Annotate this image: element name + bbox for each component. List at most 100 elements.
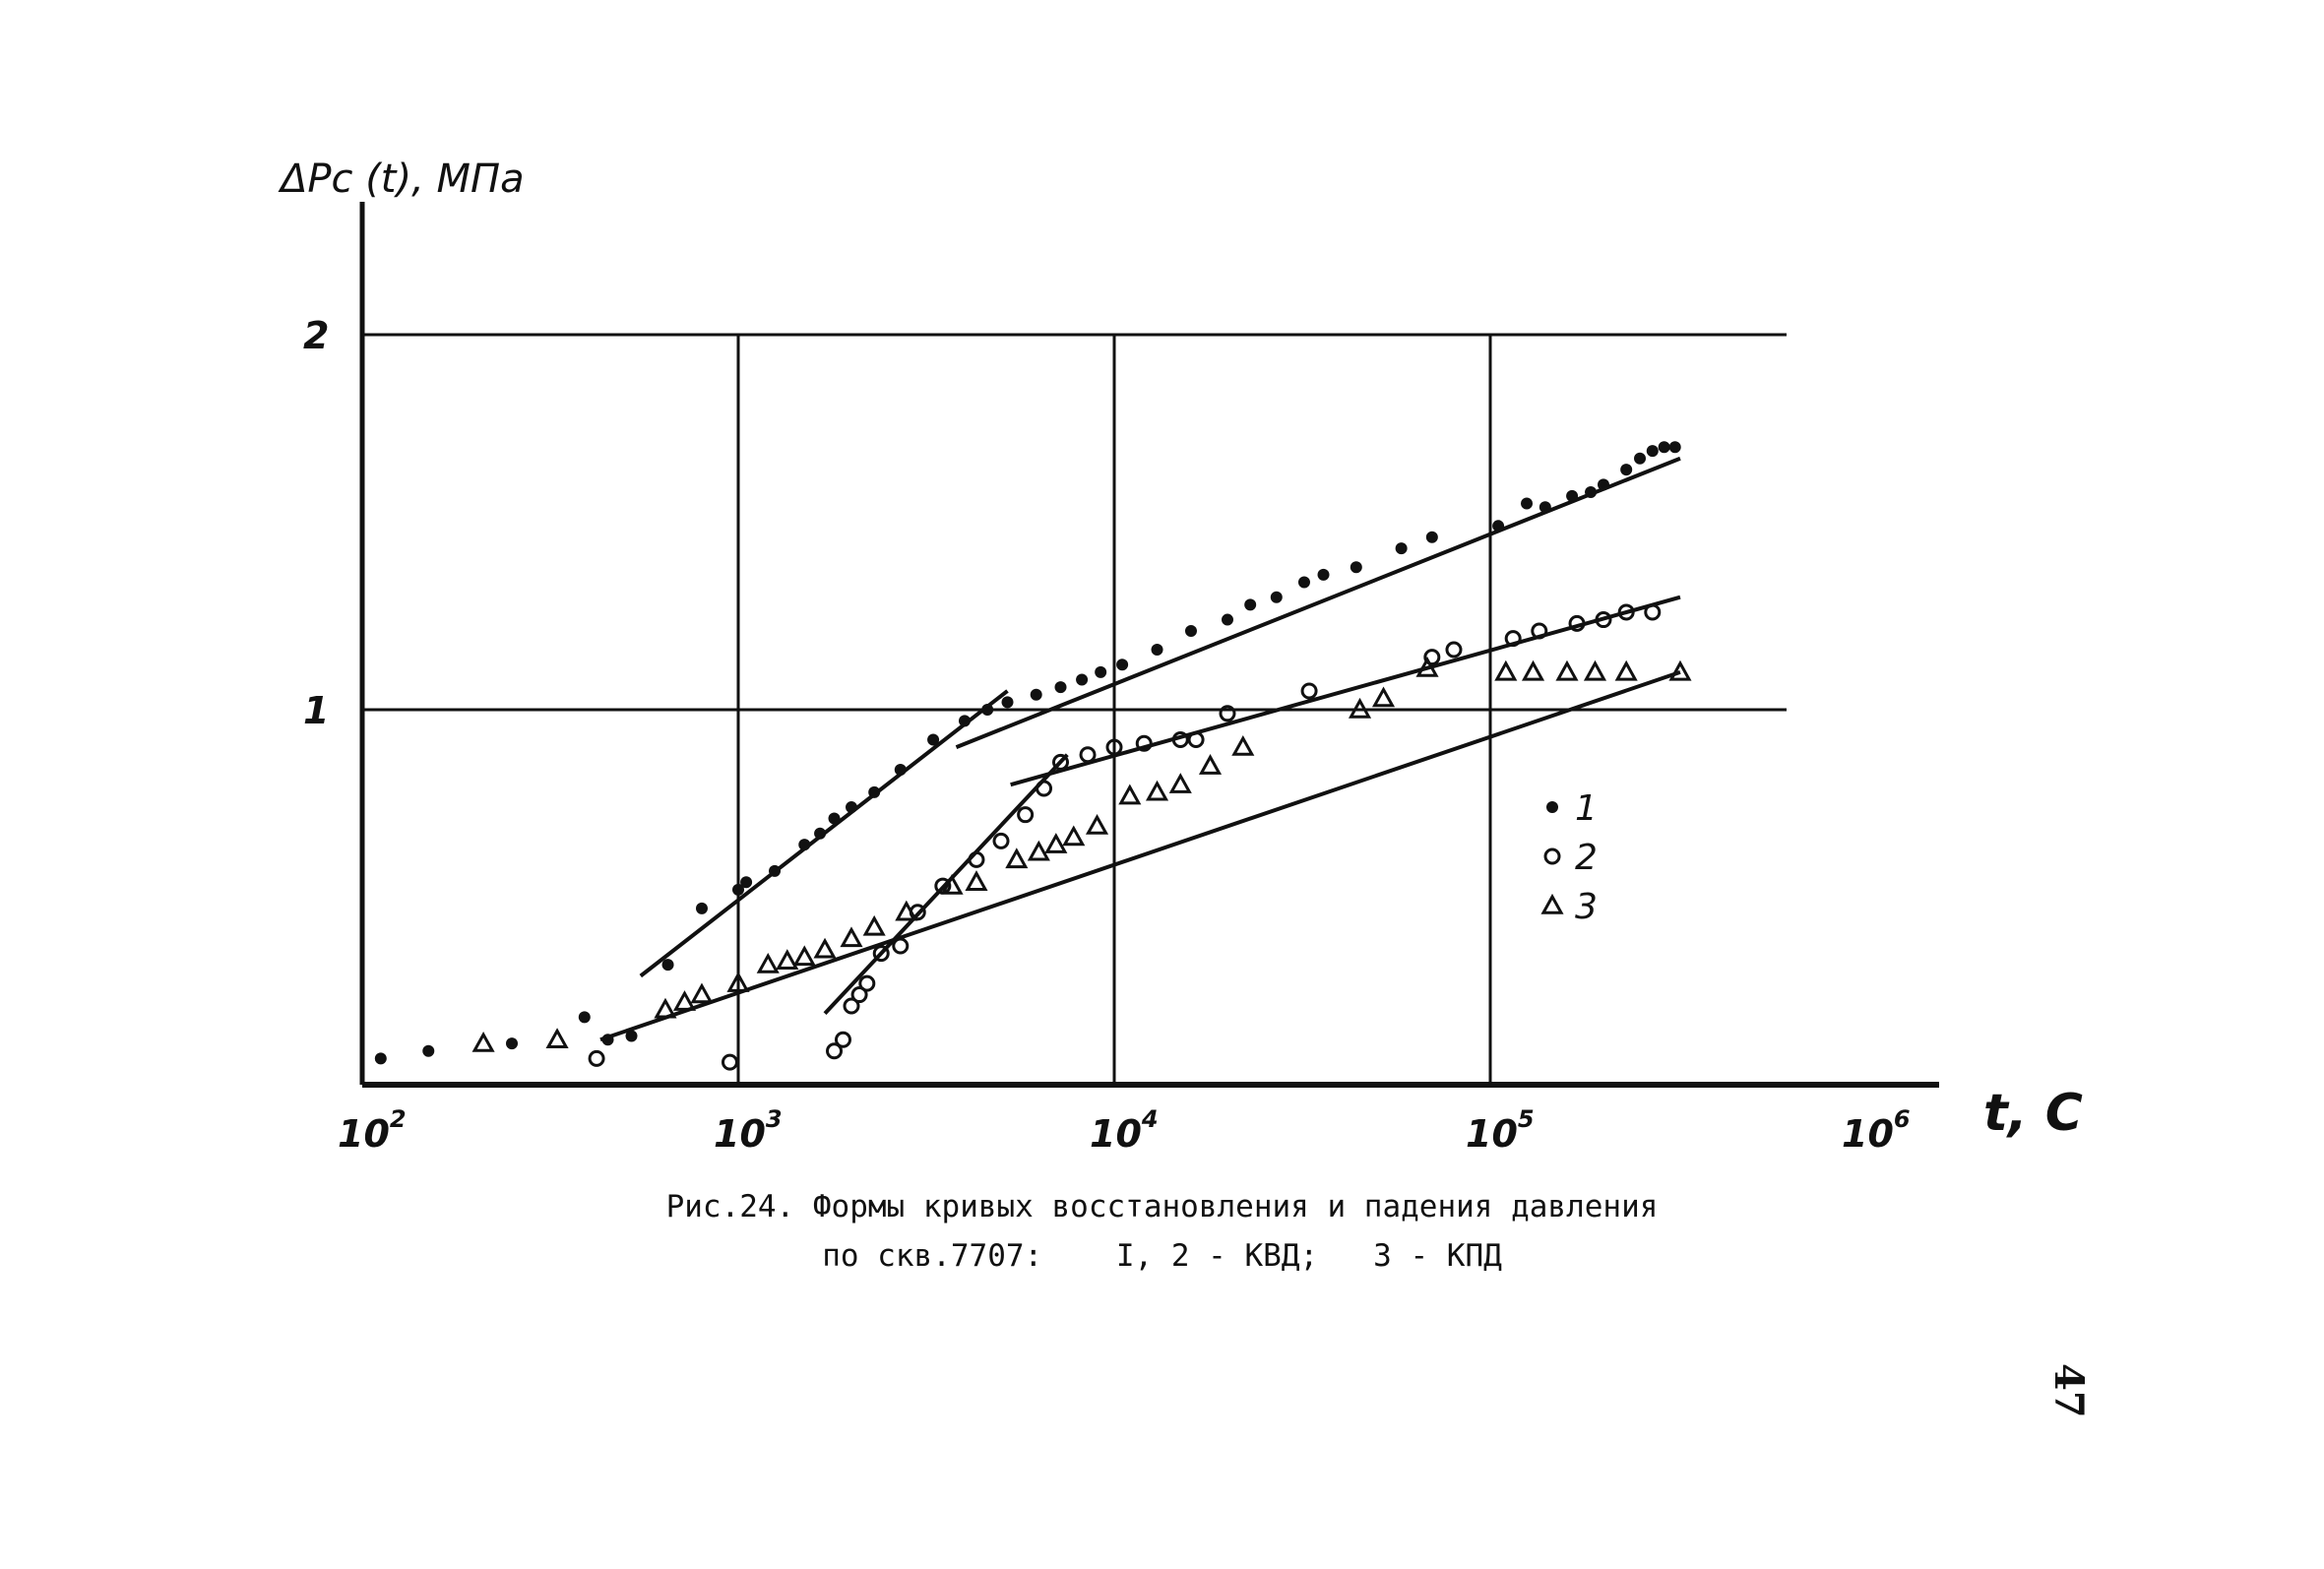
point-series-1-23 xyxy=(1054,681,1067,694)
point-series-2-16 xyxy=(1052,753,1070,771)
point-series-1-20 xyxy=(981,704,994,716)
point-series-3-13 xyxy=(895,900,918,921)
point-series-2-28 xyxy=(1568,614,1586,632)
x-axis-title: t, C xyxy=(1983,1084,2083,1143)
point-series-1-22 xyxy=(1030,688,1042,701)
point-series-2-1 xyxy=(588,1049,605,1067)
point-series-1-27 xyxy=(1151,644,1163,657)
point-series-3-17 xyxy=(1027,840,1050,861)
point-series-1-30 xyxy=(1244,598,1257,611)
point-series-2-22 xyxy=(1219,705,1236,722)
point-series-1-19 xyxy=(958,715,971,727)
point-series-3-19 xyxy=(1062,825,1086,847)
point-series-2-20 xyxy=(1171,730,1189,748)
legend-label-1: 1 xyxy=(1575,788,1598,829)
point-series-1-13 xyxy=(814,827,827,840)
point-series-3-18 xyxy=(1044,833,1068,853)
y-tick-label-1: 1 xyxy=(303,689,329,732)
point-series-2-30 xyxy=(1617,603,1635,621)
point-series-3-7 xyxy=(756,952,780,973)
series-2 xyxy=(588,603,1662,1071)
point-series-2-2 xyxy=(721,1053,738,1071)
x-tick-label-1e4: 104 xyxy=(1090,1105,1159,1156)
point-series-3-22 xyxy=(1145,780,1169,801)
point-series-1-46 xyxy=(1658,441,1670,454)
point-series-1-26 xyxy=(1116,659,1129,671)
point-series-1-21 xyxy=(1001,696,1014,709)
point-series-1-9 xyxy=(732,883,744,896)
point-series-1-31 xyxy=(1270,591,1283,603)
point-series-1-43 xyxy=(1620,464,1633,476)
point-series-1-8 xyxy=(695,902,708,914)
point-series-1-47 xyxy=(1668,441,1681,454)
point-series-2-23 xyxy=(1300,682,1318,700)
point-series-2-17 xyxy=(1079,746,1097,764)
point-series-1-35 xyxy=(1395,542,1408,555)
point-series-3-15 xyxy=(965,870,988,891)
point-series-2-21 xyxy=(1187,730,1205,748)
page-number: 47 xyxy=(2045,1363,2092,1418)
fit-line-series-3-5 xyxy=(599,670,1681,1042)
point-series-3-34 xyxy=(1668,659,1692,681)
point-series-1-3 xyxy=(506,1037,519,1050)
point-series-1-1 xyxy=(374,1052,387,1065)
point-series-1-2 xyxy=(422,1044,435,1057)
point-series-3-26 xyxy=(1348,697,1372,719)
axes xyxy=(359,202,1939,1088)
fit-line-series-2-4 xyxy=(1010,595,1681,787)
point-series-2-3 xyxy=(826,1042,844,1060)
point-series-2-19 xyxy=(1135,734,1153,752)
x-tick-label-1e6: 106 xyxy=(1842,1105,1911,1156)
grid xyxy=(362,333,1787,1085)
point-series-1-4 xyxy=(578,1011,591,1024)
point-series-2-29 xyxy=(1595,611,1612,629)
point-series-3-25 xyxy=(1231,735,1255,756)
point-series-1-12 xyxy=(798,839,811,851)
point-series-2-5 xyxy=(843,997,860,1015)
point-series-3-28 xyxy=(1415,657,1439,677)
series-3 xyxy=(471,657,1692,1052)
point-series-1-36 xyxy=(1425,531,1438,543)
point-series-3-32 xyxy=(1583,659,1607,681)
point-series-1-40 xyxy=(1566,489,1579,502)
point-series-1-18 xyxy=(927,733,940,746)
x-tick-label-1e2: 102 xyxy=(338,1105,407,1156)
point-series-1-33 xyxy=(1317,568,1330,581)
point-series-3-10 xyxy=(813,937,837,959)
point-series-1-34 xyxy=(1350,561,1362,574)
point-series-1-16 xyxy=(868,785,881,798)
point-series-3-20 xyxy=(1085,814,1109,835)
point-series-1-44 xyxy=(1634,452,1647,465)
point-series-3-2 xyxy=(545,1028,569,1048)
point-series-1-42 xyxy=(1597,478,1609,491)
point-series-3-6 xyxy=(726,972,750,992)
point-series-2-9 xyxy=(892,937,910,955)
fit-lines xyxy=(599,456,1681,1042)
point-series-2-6 xyxy=(850,986,868,1004)
point-series-3-4 xyxy=(672,990,697,1011)
point-series-3-21 xyxy=(1118,784,1142,805)
point-series-2-12 xyxy=(968,850,985,868)
point-series-3-23 xyxy=(1168,773,1192,793)
data-points xyxy=(374,441,1692,1071)
fit-line-series-2-3 xyxy=(823,753,1069,1015)
tick-labels: 102 103 104 105 106 1 2 xyxy=(303,314,1911,1156)
point-series-2-4 xyxy=(834,1031,851,1048)
point-series-1-38 xyxy=(1521,497,1534,510)
point-series-1-28 xyxy=(1184,624,1197,637)
point-series-3-31 xyxy=(1555,659,1579,681)
point-series-1-11 xyxy=(769,864,782,877)
point-series-3-11 xyxy=(840,926,863,948)
point-series-2-26 xyxy=(1504,630,1522,648)
point-series-2-15 xyxy=(1036,780,1053,797)
y-tick-label-2: 2 xyxy=(303,314,329,357)
point-series-1-15 xyxy=(845,801,857,814)
legend-label-3: 3 xyxy=(1575,887,1598,927)
point-series-3-33 xyxy=(1614,659,1638,681)
point-series-2-27 xyxy=(1531,622,1548,640)
point-series-3-16 xyxy=(1005,847,1029,869)
point-series-3-14 xyxy=(940,873,964,895)
point-series-3-24 xyxy=(1198,754,1223,775)
point-series-1-17 xyxy=(894,763,907,776)
point-series-3-29 xyxy=(1494,659,1518,681)
